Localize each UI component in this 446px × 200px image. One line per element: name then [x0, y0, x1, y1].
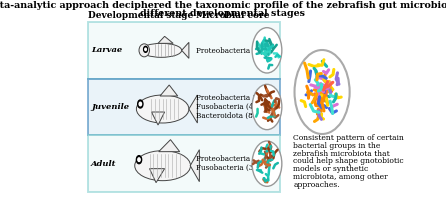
Polygon shape — [189, 95, 198, 123]
Ellipse shape — [136, 95, 189, 123]
Text: Adult: Adult — [91, 160, 116, 168]
Text: could help shape gnotobiotic: could help shape gnotobiotic — [293, 157, 404, 165]
Text: Fusobacteria (35%): Fusobacteria (35%) — [196, 164, 268, 172]
Polygon shape — [160, 85, 178, 96]
Text: models or synthetic: models or synthetic — [293, 165, 368, 173]
Text: Proteobacteria (48%): Proteobacteria (48%) — [196, 155, 274, 163]
Circle shape — [139, 102, 141, 106]
Polygon shape — [152, 112, 165, 125]
Circle shape — [294, 50, 350, 134]
Ellipse shape — [135, 151, 190, 181]
Text: Proteobacteria (48%): Proteobacteria (48%) — [196, 94, 274, 102]
Text: approaches.: approaches. — [293, 181, 340, 189]
Polygon shape — [158, 36, 173, 43]
Polygon shape — [182, 42, 189, 58]
Circle shape — [252, 141, 282, 186]
Circle shape — [145, 48, 146, 51]
Text: Proteobacteria (90%): Proteobacteria (90%) — [196, 46, 274, 54]
Text: Bacteroidota (8.9%): Bacteroidota (8.9%) — [196, 112, 269, 120]
Text: A meta-analytic approach deciphered the taxonomic profile of the zebrafish gut m: A meta-analytic approach deciphered the … — [0, 1, 446, 10]
Ellipse shape — [139, 44, 149, 57]
Text: zebrafish microbiota that: zebrafish microbiota that — [293, 150, 390, 158]
Text: different developmental stages: different developmental stages — [140, 9, 306, 18]
Bar — [88, 135, 280, 192]
Circle shape — [252, 28, 282, 73]
Text: Juvenile: Juvenile — [91, 103, 129, 111]
Text: Fusobacteria (40%): Fusobacteria (40%) — [196, 103, 268, 111]
Text: Larvae: Larvae — [91, 46, 122, 54]
Bar — [88, 79, 280, 135]
Circle shape — [252, 84, 282, 130]
Polygon shape — [149, 169, 165, 183]
Circle shape — [138, 158, 140, 161]
Polygon shape — [159, 140, 180, 152]
Ellipse shape — [141, 43, 182, 57]
Text: microbiota, among other: microbiota, among other — [293, 173, 388, 181]
Bar — [88, 22, 280, 79]
Text: bacterial groups in the: bacterial groups in the — [293, 142, 380, 150]
Text: Consistent pattern of certain: Consistent pattern of certain — [293, 134, 404, 142]
Text: Developmental stage: Developmental stage — [88, 11, 194, 20]
Text: Microbial core: Microbial core — [196, 11, 269, 20]
Circle shape — [136, 156, 142, 164]
Circle shape — [138, 100, 143, 108]
Circle shape — [144, 46, 148, 52]
Polygon shape — [190, 150, 199, 182]
